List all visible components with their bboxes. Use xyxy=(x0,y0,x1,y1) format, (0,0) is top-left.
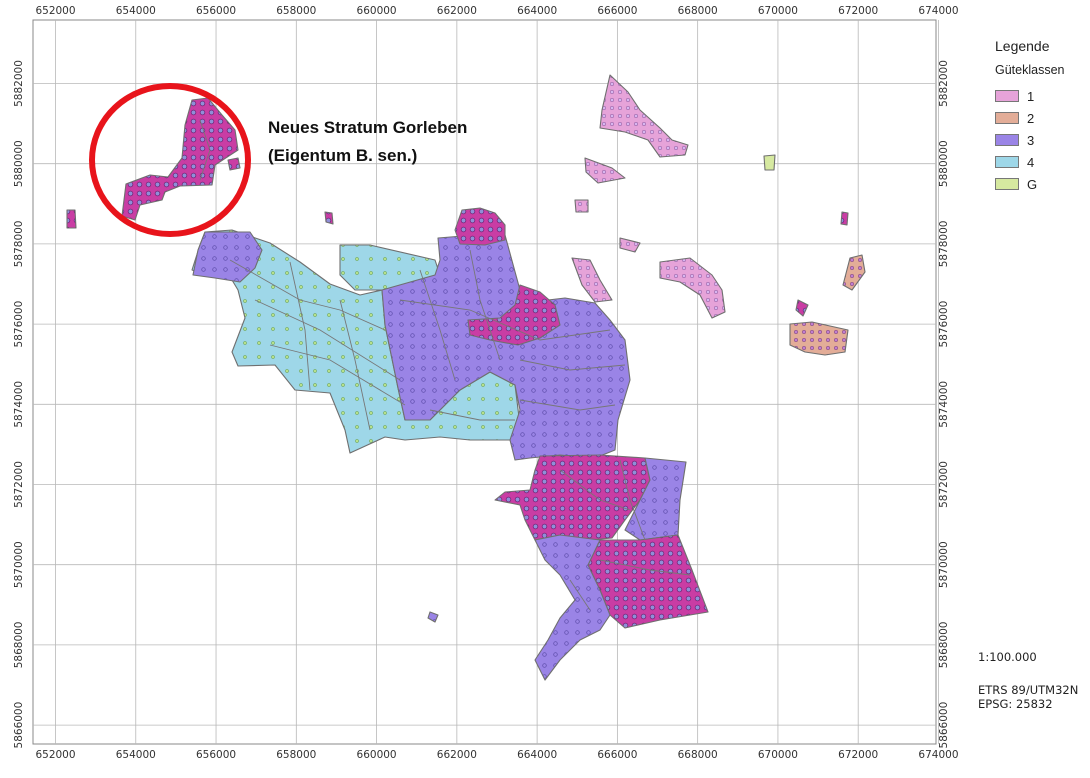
x-tick-label: 668000 xyxy=(678,5,718,17)
y-tick-labels-left: 5882000 5880000 5878000 5876000 5874000 58720… xyxy=(13,60,25,748)
legend-items: 1 2 3 4 G xyxy=(995,85,1085,195)
parcel-class-2 xyxy=(789,321,849,356)
y-tick-label: 5868000 xyxy=(938,622,950,669)
x-tick-label: 656000 xyxy=(196,749,236,761)
x-tick-label: 674000 xyxy=(918,749,958,761)
legend-swatch xyxy=(995,134,1019,146)
parcel-class-3 xyxy=(427,611,439,623)
legend-swatch xyxy=(995,90,1019,102)
y-tick-label: 5872000 xyxy=(938,461,950,508)
legend-label: 2 xyxy=(1027,110,1035,126)
annotation-line-1: Neues Stratum Gorleben xyxy=(268,118,467,137)
crs-line-2: EPSG: 25832 xyxy=(978,697,1053,711)
x-tick-label: 652000 xyxy=(35,5,75,17)
x-tick-label: 654000 xyxy=(116,749,156,761)
parcel-class-1 xyxy=(324,211,334,225)
x-tick-label: 672000 xyxy=(838,5,878,17)
legend-item-2: 2 xyxy=(995,107,1085,129)
parcel-class-G xyxy=(763,154,776,171)
parcel-class-1 xyxy=(584,157,626,184)
y-tick-label: 5866000 xyxy=(13,702,25,749)
parcels xyxy=(66,74,866,681)
parcel-class-1 xyxy=(571,257,613,303)
parcel-class-3 xyxy=(192,231,263,283)
x-tick-label: 658000 xyxy=(276,749,316,761)
x-tick-label: 658000 xyxy=(276,5,316,17)
legend-label: G xyxy=(1027,176,1038,192)
parcel-class-1 xyxy=(619,237,641,253)
parcel-class-1 xyxy=(795,299,809,317)
y-tick-label: 5870000 xyxy=(13,541,25,588)
x-tick-label: 666000 xyxy=(597,5,637,17)
parcel-boundaries xyxy=(199,119,691,611)
x-tick-label: 660000 xyxy=(357,5,397,17)
parcel-class-1 xyxy=(227,157,241,171)
legend-subtitle: Güteklassen xyxy=(995,63,1065,77)
x-tick-label: 666000 xyxy=(597,749,637,761)
x-tick-label: 654000 xyxy=(116,5,156,17)
x-tick-labels-top: 652000 654000 656000 658000 660000 662000 6640… xyxy=(35,5,958,17)
y-tick-label: 5870000 xyxy=(938,541,950,588)
y-tick-label: 5874000 xyxy=(13,381,25,428)
y-tick-label: 5868000 xyxy=(13,622,25,669)
legend-item-G: G xyxy=(995,173,1085,195)
legend-swatch xyxy=(995,156,1019,168)
parcel-class-3 xyxy=(381,234,631,461)
x-tick-label: 668000 xyxy=(678,749,718,761)
parcel-class-1 xyxy=(121,97,239,221)
x-tick-label: 664000 xyxy=(517,5,557,17)
y-tick-label: 5882000 xyxy=(938,60,950,107)
legend-item-4: 4 xyxy=(995,151,1085,173)
y-tick-label: 5866000 xyxy=(938,702,950,749)
x-tick-label: 662000 xyxy=(437,5,477,17)
y-tick-labels-right: 5882000 5880000 5878000 5876000 5874000 58720… xyxy=(938,60,950,748)
x-tick-label: 672000 xyxy=(838,749,878,761)
parcel-class-1 xyxy=(454,207,506,246)
parcel-class-2 xyxy=(842,254,866,291)
legend-item-1: 1 xyxy=(995,85,1085,107)
parcel-class-1 xyxy=(659,257,726,319)
y-tick-label: 5878000 xyxy=(13,221,25,268)
parcel-class-1 xyxy=(840,211,849,226)
y-tick-label: 5882000 xyxy=(13,60,25,107)
y-tick-label: 5872000 xyxy=(13,461,25,508)
legend-label: 1 xyxy=(1027,88,1035,104)
y-tick-label: 5876000 xyxy=(13,301,25,348)
parcel-class-1 xyxy=(599,74,689,158)
parcel-class-4 xyxy=(191,229,521,454)
x-tick-labels-bottom: 652000 654000 656000 658000 660000 662000 6640… xyxy=(35,749,958,761)
parcel-class-3 xyxy=(534,534,611,681)
y-tick-label: 5878000 xyxy=(938,221,950,268)
y-tick-label: 5880000 xyxy=(938,140,950,187)
parcel-class-1 xyxy=(574,199,589,213)
parcel-class-1 xyxy=(66,209,77,229)
legend-item-3: 3 xyxy=(995,129,1085,151)
y-tick-label: 5874000 xyxy=(938,381,950,428)
crs-line-1: ETRS 89/UTM32N xyxy=(978,683,1079,697)
scale-label: 1:100.000 xyxy=(978,650,1037,664)
legend: Legende Güteklassen 1 2 3 4 G xyxy=(995,38,1085,195)
highlight-circle xyxy=(89,83,251,237)
x-tick-label: 670000 xyxy=(758,5,798,17)
x-tick-label: 670000 xyxy=(758,749,798,761)
crs-info: ETRS 89/UTM32N EPSG: 25832 xyxy=(978,683,1078,711)
y-tick-label: 5876000 xyxy=(938,301,950,348)
x-tick-label: 652000 xyxy=(35,749,75,761)
legend-label: 4 xyxy=(1027,154,1035,170)
parcel-class-1 xyxy=(467,284,561,346)
x-tick-label: 664000 xyxy=(517,749,557,761)
x-tick-label: 674000 xyxy=(918,5,958,17)
x-tick-label: 660000 xyxy=(357,749,397,761)
legend-label: 3 xyxy=(1027,132,1035,148)
legend-swatch xyxy=(995,178,1019,190)
x-tick-label: 656000 xyxy=(196,5,236,17)
x-tick-label: 662000 xyxy=(437,749,477,761)
legend-swatch xyxy=(995,112,1019,124)
annotation-line-2: (Eigentum B. sen.) xyxy=(268,146,417,165)
legend-title: Legende xyxy=(995,38,1050,54)
y-tick-label: 5880000 xyxy=(13,140,25,187)
